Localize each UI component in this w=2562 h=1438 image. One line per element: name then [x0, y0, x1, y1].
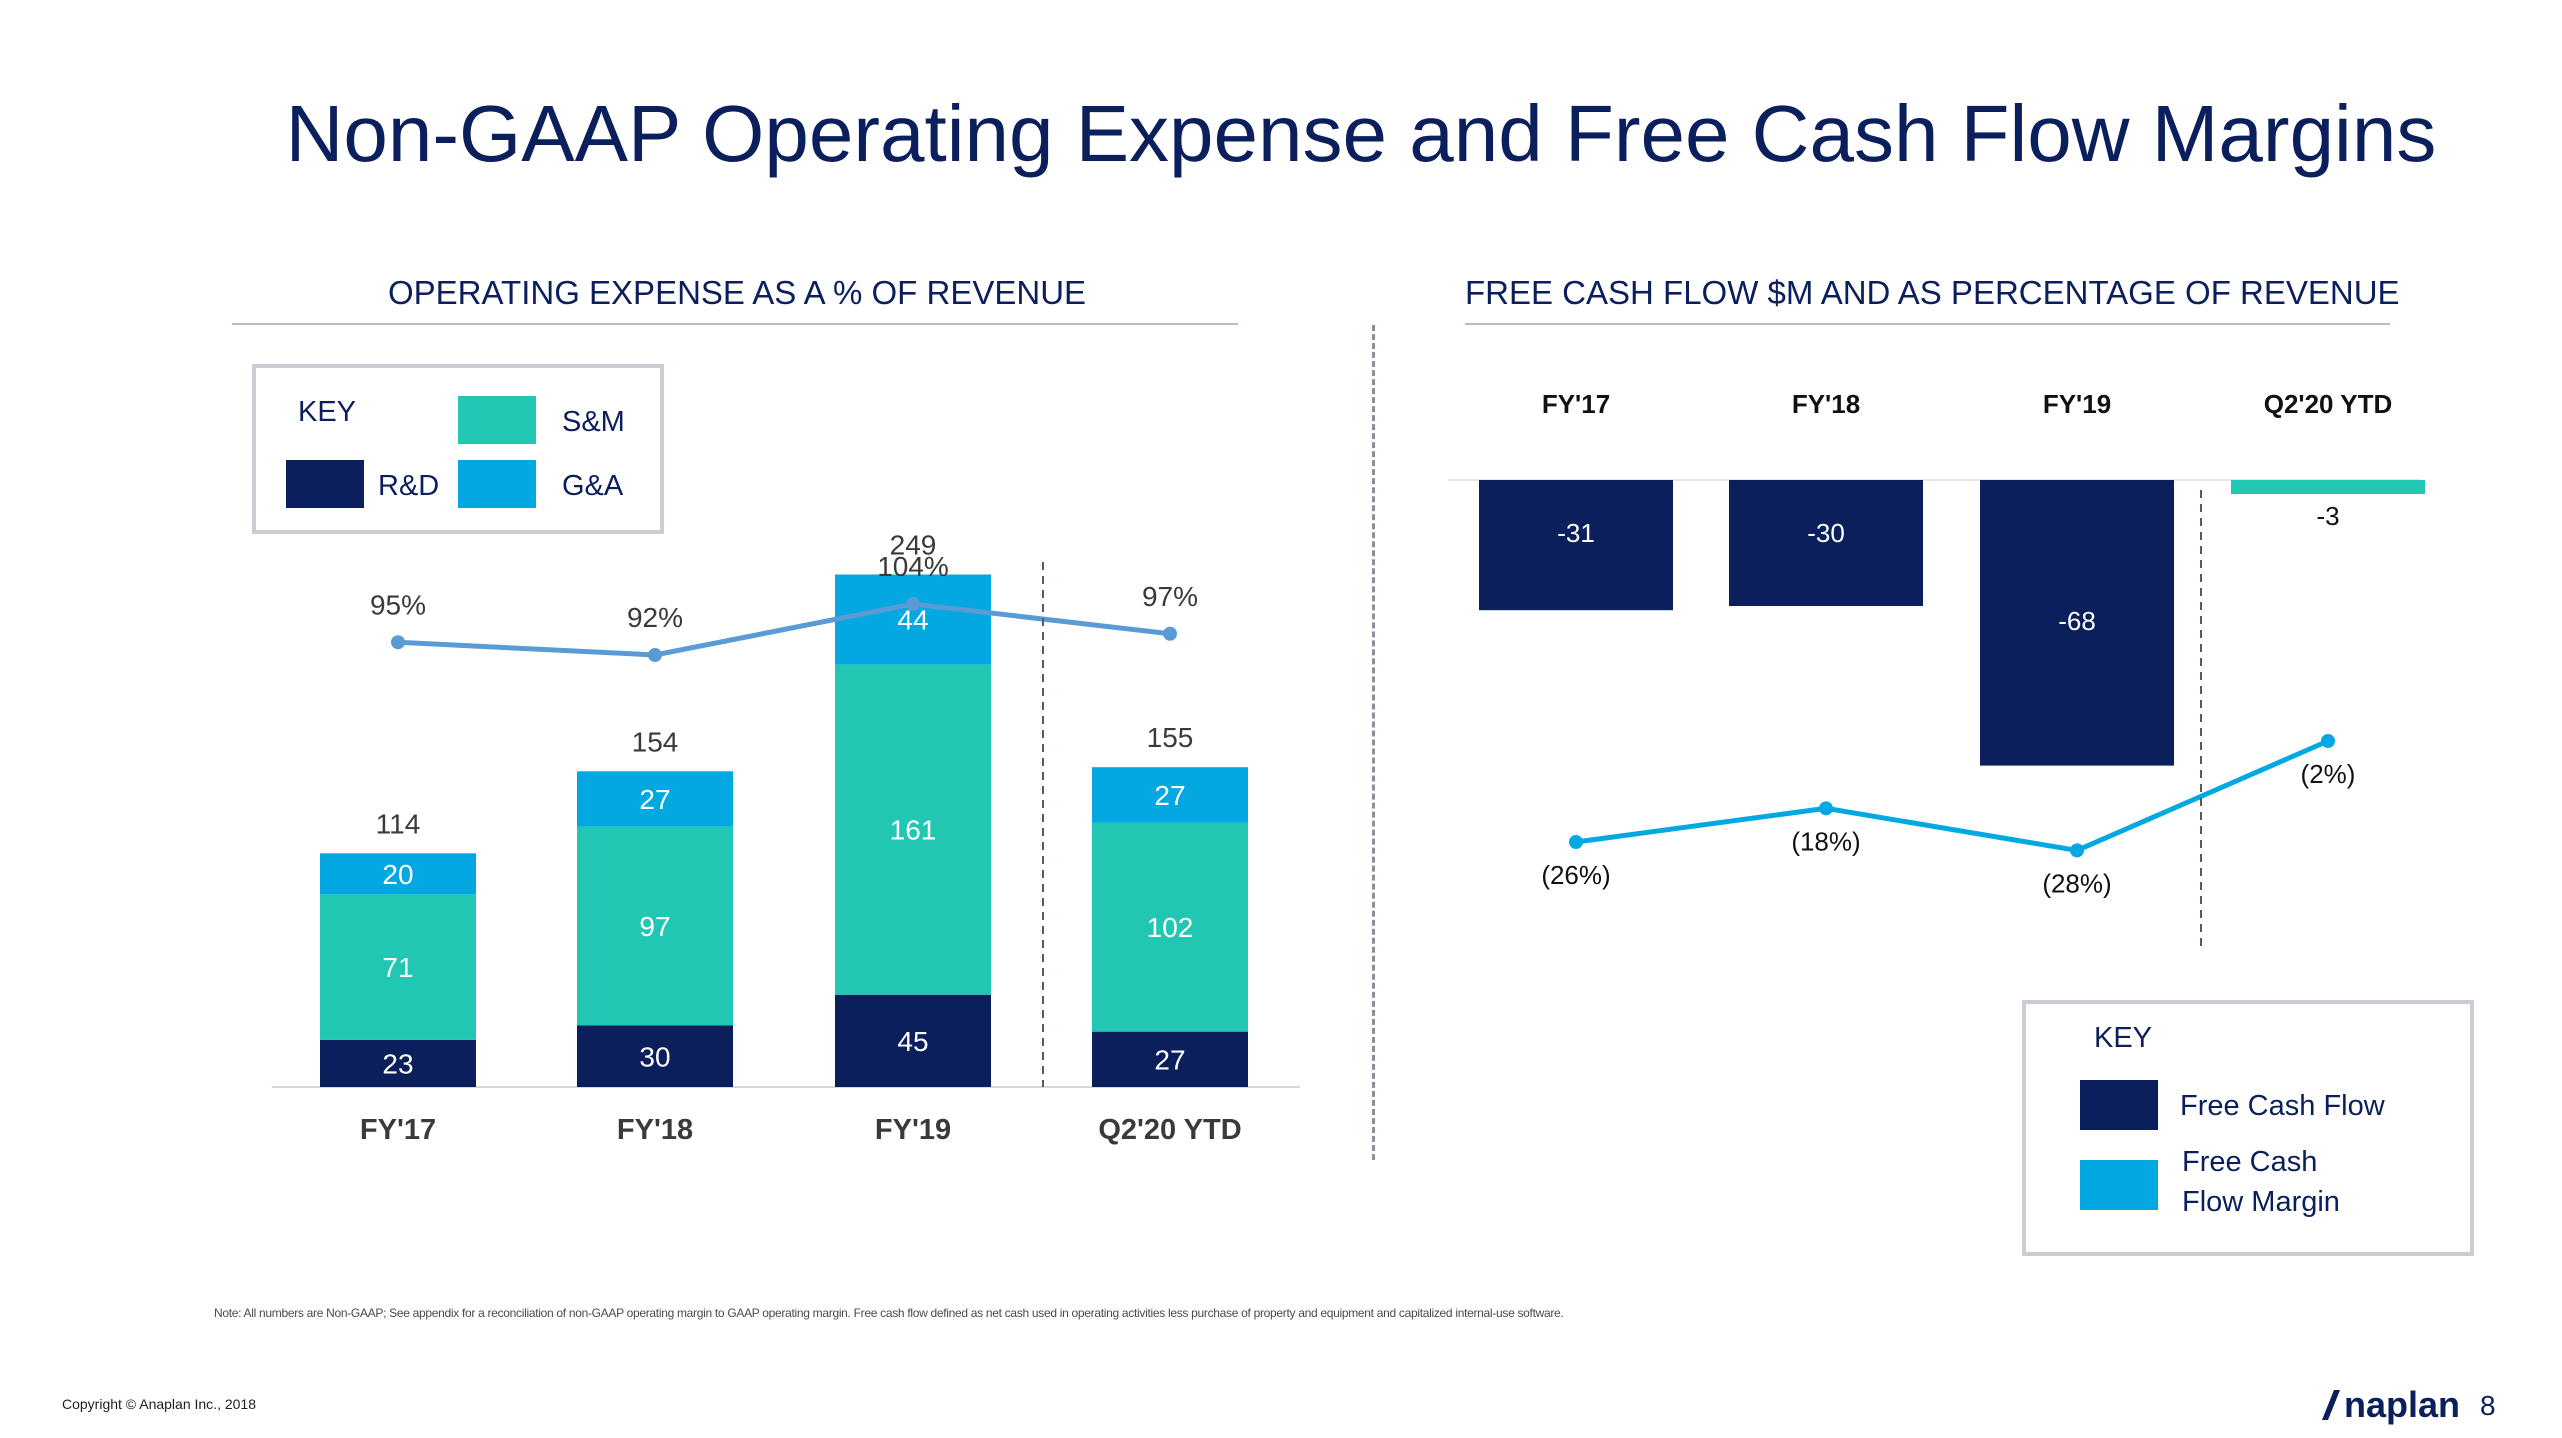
opex-total-label: 114 [376, 808, 421, 839]
fcf-bar-label: -31 [1557, 518, 1595, 548]
anaplan-logo: naplan [2344, 1384, 2461, 1425]
opex-bar-label: 45 [897, 1026, 928, 1057]
legend-swatch-fcf-margin [2080, 1160, 2158, 1210]
opex-margin-point [391, 635, 405, 650]
fcf-chart-title: FREE CASH FLOW $M AND AS PERCENTAGE OF R… [1465, 274, 2400, 311]
legend-label-fcf-margin-2: Flow Margin [2182, 1186, 2340, 1218]
fcf-category-label: FY'17 [1542, 389, 1610, 419]
fcf-margin-label: (2%) [2301, 759, 2356, 789]
opex-bar-sm-2 [835, 664, 991, 995]
page-title: Non-GAAP Operating Expense and Free Cash… [285, 89, 2437, 178]
opex-bar-label: 102 [1147, 912, 1194, 943]
fcf-category-label: Q2'20 YTD [2264, 389, 2393, 419]
opex-category-label: Q2'20 YTD [1098, 1114, 1241, 1146]
fcf-margin-line [1575, 738, 2329, 854]
fcf-margin-point [1569, 835, 1583, 849]
fcf-bar-2 [1980, 480, 2174, 766]
legend-label-ga: G&A [562, 470, 624, 502]
opex-total-label: 155 [1147, 722, 1194, 753]
opex-margin-label: 92% [627, 602, 683, 633]
fcf-margin-point [2070, 843, 2084, 858]
opex-margin-label: 97% [1142, 581, 1198, 612]
opex-bar-rd-2 [835, 994, 991, 1087]
fcf-legend-title: KEY [2094, 1022, 2153, 1054]
opex-bar-sm-1 [577, 826, 733, 1026]
fcf-bar-label: -3 [2316, 501, 2339, 531]
opex-chart-title: OPERATING EXPENSE AS A % OF REVENUE [387, 274, 1087, 311]
opex-legend: KEY S&M R&D G&A [252, 364, 664, 534]
opex-bar-ga-2 [835, 574, 991, 665]
section-divider [1372, 325, 1375, 1160]
fcf-title-rule [1465, 323, 2390, 325]
fcf-margin-point [1819, 801, 1833, 816]
legend-label-rd: R&D [378, 470, 440, 502]
opex-bar-label: 30 [639, 1041, 670, 1072]
opex-bar-label: 20 [382, 859, 413, 890]
legend-label-sm: S&M [562, 406, 625, 438]
opex-bar-rd-0 [320, 1039, 476, 1087]
opex-bar-sm-3 [1092, 822, 1248, 1032]
legend-swatch-fcf [2080, 1080, 2158, 1130]
legend-swatch-ga [458, 460, 536, 508]
opex-bar-label: 161 [890, 815, 937, 846]
opex-margin-label: 104% [877, 551, 949, 582]
opex-bar-sm-0 [320, 894, 476, 1040]
page-number: 8 [2480, 1390, 2496, 1421]
fcf-margin-point [2321, 734, 2335, 748]
opex-bar-label: 97 [639, 911, 670, 942]
anaplan-logo-icon [2322, 1390, 2340, 1420]
legend-swatch-rd [286, 460, 364, 508]
legend-label-fcf: Free Cash Flow [2180, 1090, 2385, 1122]
opex-margin-point [1163, 626, 1177, 641]
opex-category-label: FY'19 [875, 1114, 951, 1146]
opex-margin-point [648, 648, 662, 662]
opex-category-label: FY'17 [360, 1114, 436, 1146]
fcf-bar-0 [1479, 480, 1673, 611]
fcf-legend: KEY Free Cash Flow Free Cash Flow Margin [2022, 1000, 2474, 1256]
opex-bar-label: 71 [382, 952, 413, 983]
opex-margin-point [906, 597, 920, 611]
legend-swatch-sm [458, 396, 536, 444]
opex-margin-label: 95% [370, 589, 426, 620]
fcf-category-label: FY'19 [2043, 389, 2111, 419]
fcf-margin-label: (26%) [1541, 860, 1610, 890]
opex-bar-label: 27 [1154, 780, 1185, 811]
opex-category-label: FY'18 [617, 1114, 693, 1146]
fcf-bar-1 [1729, 480, 1923, 606]
fcf-bar-label: -30 [1807, 518, 1845, 548]
fcf-bar-label: -68 [2058, 606, 2096, 636]
fcf-bar-3 [2231, 480, 2425, 494]
opex-bar-ga-3 [1092, 767, 1248, 823]
copyright: Copyright © Anaplan Inc., 2018 [62, 1396, 256, 1412]
legend-label-fcf-margin-1: Free Cash [2182, 1146, 2318, 1178]
fcf-margin-label: (28%) [2042, 868, 2111, 898]
fcf-category-label: FY'18 [1792, 389, 1860, 419]
opex-bar-label: 23 [382, 1048, 413, 1079]
opex-total-label: 154 [632, 726, 679, 757]
opex-legend-title: KEY [298, 396, 357, 428]
opex-margin-line [397, 601, 1171, 658]
opex-bar-ga-1 [577, 771, 733, 827]
opex-total-label: 249 [890, 530, 937, 561]
opex-bar-rd-1 [577, 1025, 733, 1087]
footnote: Note: All numbers are Non-GAAP; See appe… [214, 1306, 1564, 1320]
opex-bar-ga-0 [320, 853, 476, 895]
opex-title-rule [232, 323, 1238, 325]
opex-bar-rd-3 [1092, 1031, 1248, 1087]
opex-bar-label: 27 [1154, 1044, 1185, 1075]
fcf-margin-label: (18%) [1791, 826, 1860, 856]
opex-bar-label: 27 [639, 784, 670, 815]
